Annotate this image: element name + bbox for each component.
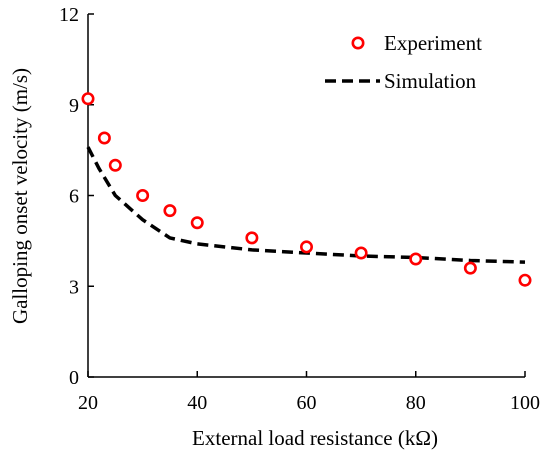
x-tick-label: 40 [187, 392, 207, 414]
y-tick-label: 6 [69, 186, 79, 208]
y-tick-label: 9 [69, 95, 79, 117]
y-tick-label: 0 [69, 367, 79, 389]
x-tick-label: 60 [297, 392, 317, 414]
x-tick-label: 80 [406, 392, 426, 414]
experiment-point [108, 158, 122, 172]
experiment-point [518, 273, 532, 287]
legend-marker-experiment [351, 36, 365, 50]
legend-label: Simulation [384, 69, 477, 93]
y-tick-label: 12 [59, 4, 79, 26]
experiment-point [409, 252, 423, 266]
experiment-point [463, 261, 477, 275]
x-axis-title: External load resistance (kΩ) [192, 426, 438, 450]
experiment-point [354, 246, 368, 260]
experiment-point [97, 131, 111, 145]
simulation-line [86, 146, 526, 264]
experiment-point [136, 189, 150, 203]
experiment-point [163, 204, 177, 218]
y-tick-label: 3 [69, 276, 79, 298]
plot-layer: 0 3 6 9 12 20 40 60 80 100 [59, 4, 540, 414]
experiment-point [81, 92, 95, 106]
y-axis-title: Galloping onset velocity (m/s) [8, 68, 32, 324]
experiment-point [190, 216, 204, 230]
x-tick-label: 100 [510, 392, 540, 414]
legend: Experiment Simulation [325, 31, 482, 93]
experiment-point [245, 231, 259, 245]
experiment-point [299, 240, 313, 254]
x-tick-label: 20 [78, 392, 98, 414]
legend-label: Experiment [384, 31, 482, 55]
